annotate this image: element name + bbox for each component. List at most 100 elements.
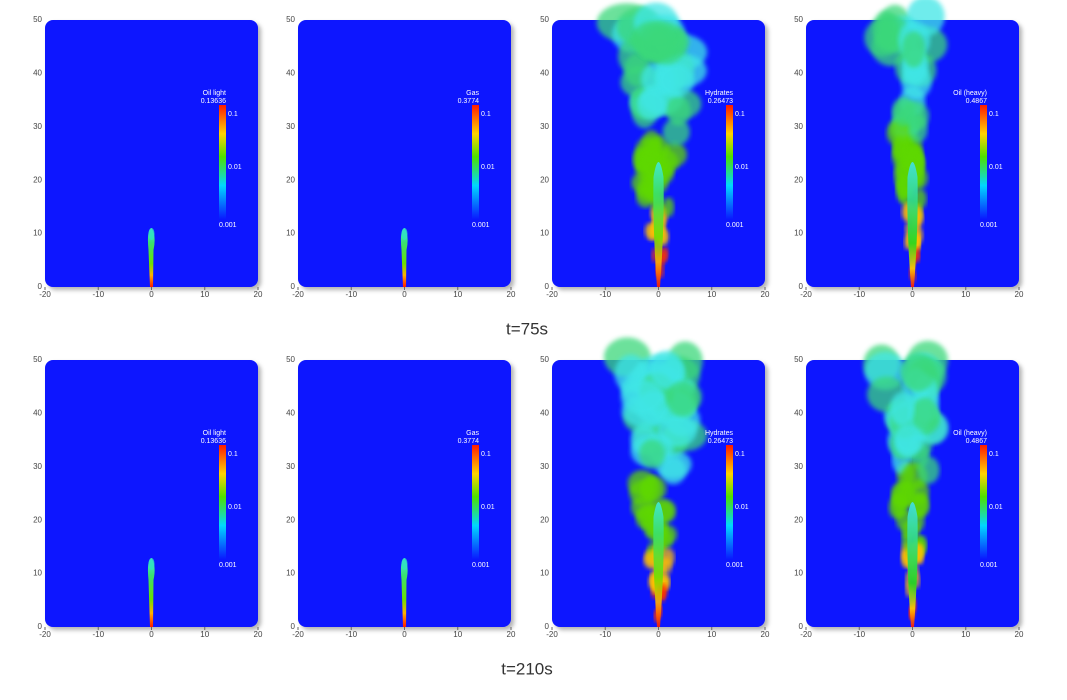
- x-tick-label: -20: [546, 290, 558, 299]
- plume-blob: [917, 456, 940, 484]
- x-tick-label: 10: [961, 290, 970, 299]
- y-tick-label: 20: [540, 515, 549, 524]
- y-tick-label: 20: [794, 175, 803, 184]
- colorbar: [726, 445, 733, 560]
- x-tick-label: 20: [761, 630, 770, 639]
- plot-area: [45, 360, 258, 627]
- y-tick-label: 50: [540, 15, 549, 24]
- plume-blob: [666, 95, 691, 126]
- colorbar-tick: 0.01: [735, 504, 749, 511]
- plume-blob: [915, 543, 925, 563]
- colorbar-tick: 0.1: [228, 451, 238, 458]
- colorbar-max: 0.4867: [966, 98, 988, 105]
- plume-blob: [911, 397, 939, 432]
- plume-blob: [890, 391, 915, 427]
- colorbar: [980, 105, 987, 220]
- plume: [603, 337, 708, 623]
- plume-blob: [656, 415, 697, 448]
- y-tick-label: 20: [33, 515, 42, 524]
- x-tick-label: 10: [453, 290, 462, 299]
- colorbar-tick: 0.001: [472, 222, 490, 229]
- colorbar-tick: 0.01: [228, 164, 242, 171]
- y-tick-label: 40: [540, 409, 549, 418]
- colorbar-max: 0.26473: [708, 98, 733, 105]
- y-tick-label: 0: [545, 282, 550, 291]
- y-tick-label: 20: [33, 175, 42, 184]
- colorbar-tick: 0.01: [481, 164, 495, 171]
- y-tick-label: 30: [286, 462, 295, 471]
- x-tick-label: -20: [39, 630, 51, 639]
- x-tick-label: 0: [910, 290, 915, 299]
- colorbar-max: 0.3774: [458, 98, 480, 105]
- x-tick-label: -10: [599, 630, 611, 639]
- y-tick-label: 50: [286, 355, 295, 364]
- y-tick-label: 10: [33, 569, 42, 578]
- colorbar: [472, 105, 479, 220]
- plume-blob: [640, 476, 667, 502]
- plume-blob: [636, 89, 667, 120]
- x-tick-label: -10: [345, 290, 357, 299]
- y-tick-label: 40: [794, 69, 803, 78]
- colorbar-title: Oil light: [203, 90, 226, 97]
- x-tick-label: -10: [853, 290, 865, 299]
- plume-blob: [659, 142, 688, 168]
- y-tick-label: 40: [540, 69, 549, 78]
- y-tick-label: 50: [33, 355, 42, 364]
- y-tick-label: 50: [794, 15, 803, 24]
- y-tick-label: 0: [291, 622, 296, 631]
- x-tick-label: 20: [761, 290, 770, 299]
- y-tick-label: 20: [794, 515, 803, 524]
- colorbar-title: Hydrates: [705, 90, 734, 97]
- y-tick-label: 20: [540, 175, 549, 184]
- x-tick-label: 20: [1015, 290, 1024, 299]
- y-tick-label: 0: [545, 622, 550, 631]
- x-tick-label: -20: [546, 630, 558, 639]
- colorbar-tick: 0.001: [219, 562, 237, 569]
- y-tick-label: 30: [33, 462, 42, 471]
- y-tick-label: 0: [799, 622, 804, 631]
- y-tick-label: 40: [33, 69, 42, 78]
- y-tick-label: 0: [799, 282, 804, 291]
- plume-blob: [662, 197, 675, 217]
- colorbar: [472, 445, 479, 560]
- x-tick-label: 10: [707, 630, 716, 639]
- x-tick-label: -20: [292, 630, 304, 639]
- x-tick-label: 0: [402, 630, 407, 639]
- colorbar-tick: 0.1: [481, 451, 491, 458]
- plume-blob: [894, 423, 925, 455]
- colorbar-tick: 0.1: [735, 111, 745, 118]
- plume-blob: [638, 24, 674, 62]
- y-tick-label: 50: [794, 355, 803, 364]
- x-tick-label: 0: [149, 630, 154, 639]
- colorbar-tick: 0.01: [989, 504, 1003, 511]
- colorbar-tick: 0.1: [228, 111, 238, 118]
- y-tick-label: 40: [286, 409, 295, 418]
- plume-core: [907, 162, 918, 287]
- x-tick-label: 0: [656, 630, 661, 639]
- x-tick-label: -10: [599, 290, 611, 299]
- colorbar-tick: 0.1: [989, 111, 999, 118]
- x-tick-label: 10: [200, 290, 209, 299]
- colorbar-tick: 0.1: [989, 451, 999, 458]
- y-tick-label: 10: [540, 229, 549, 238]
- colorbar-tick: 0.001: [726, 222, 744, 229]
- colorbar-title: Hydrates: [705, 430, 734, 437]
- x-tick-label: -10: [345, 630, 357, 639]
- colorbar-title: Oil (heavy): [953, 430, 987, 437]
- y-tick-label: 10: [33, 229, 42, 238]
- colorbar-tick: 0.001: [980, 222, 998, 229]
- colorbar-max: 0.13636: [201, 438, 226, 445]
- plume-tip: [148, 558, 155, 570]
- y-tick-label: 30: [540, 122, 549, 131]
- colorbar: [219, 105, 226, 220]
- x-tick-label: 20: [507, 630, 516, 639]
- y-tick-label: 10: [286, 229, 295, 238]
- colorbar-tick: 0.1: [735, 451, 745, 458]
- colorbar-tick: 0.001: [980, 562, 998, 569]
- y-tick-label: 50: [286, 15, 295, 24]
- y-tick-label: 40: [286, 69, 295, 78]
